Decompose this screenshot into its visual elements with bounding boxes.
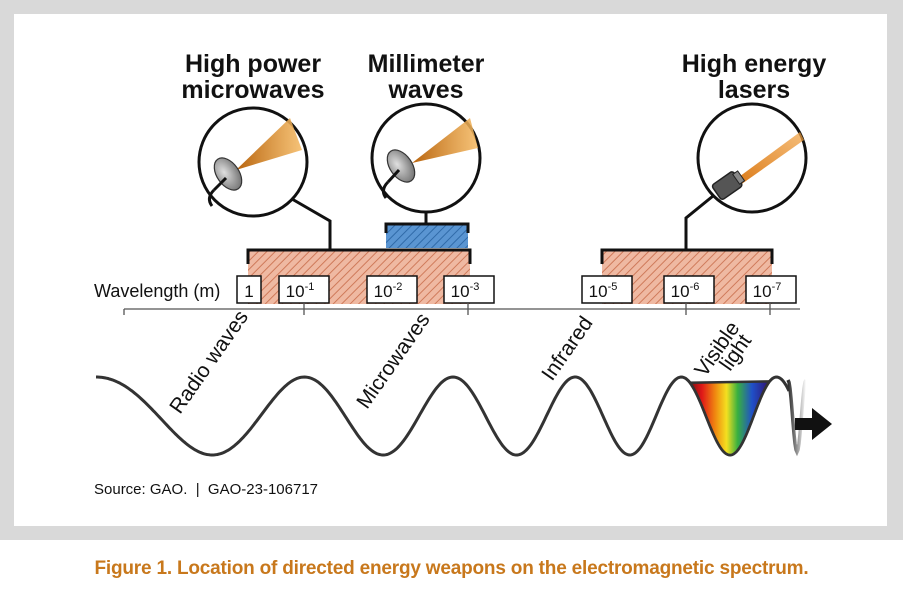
wavelength-tick-label: 1: [244, 282, 253, 301]
wavelength-tick: 10-1: [278, 275, 330, 304]
figure-caption: Figure 1. Location of directed energy we…: [94, 558, 809, 579]
connector-lines: [291, 194, 714, 250]
frame-bottom: [0, 526, 903, 540]
band-axis: [123, 303, 800, 315]
frame-left: [0, 0, 14, 540]
source-note: Source: GAO. | GAO-23-106717: [94, 481, 318, 498]
wavelength-tick-label: 10-1: [286, 281, 315, 301]
wavelength-tick: 10-6: [663, 275, 715, 304]
visible-spectrum-fill: [687, 380, 772, 457]
mmw-title-line2: waves: [387, 76, 463, 104]
hel-title-line1: High energy: [682, 50, 827, 78]
wavelength-tick: 10-2: [366, 275, 418, 304]
band-label-radio: Radio waves: [165, 306, 253, 418]
wavelength-tick: 10-5: [581, 275, 633, 304]
frame-right: [887, 0, 903, 540]
band-label-infrared: Infrared: [537, 312, 597, 384]
frame-top: [0, 0, 903, 14]
microwave-dish-icon: [197, 106, 309, 218]
wavelength-tick-label: 10-5: [589, 281, 618, 301]
millimeter-dish-icon: [370, 102, 482, 214]
mmw-title-line1: Millimeter: [368, 50, 485, 78]
wavelength-tick: 10-7: [745, 275, 797, 304]
uv-wave-fade: [786, 379, 808, 457]
hpm-title-line1: High power: [185, 50, 321, 78]
millimeter-band: [386, 225, 468, 248]
wavelength-ticks: 1 10-1 10-2 10-3 10-5 10-6 10-7: [236, 275, 797, 304]
em-wave: [96, 375, 791, 457]
band-label-microwaves: Microwaves: [352, 309, 434, 413]
wavelength-tick: 10-3: [443, 275, 495, 304]
wavelength-tick-label: 10-3: [451, 281, 480, 301]
wavelength-tick: 1: [236, 275, 262, 304]
wavelength-tick-label: 10-2: [374, 281, 403, 301]
wavelength-tick-label: 10-6: [671, 281, 700, 301]
hpm-title-line2: microwaves: [181, 76, 324, 104]
wavelength-axis-label: Wavelength (m): [94, 281, 220, 301]
spectrum-diagram: High power microwaves Millimeter waves H…: [94, 50, 832, 498]
laser-emitter-icon: [696, 102, 808, 214]
arrow-right-icon: [795, 408, 832, 440]
hel-title-line2: lasers: [718, 76, 790, 104]
wavelength-tick-label: 10-7: [753, 281, 782, 301]
caption-area: [0, 540, 903, 594]
